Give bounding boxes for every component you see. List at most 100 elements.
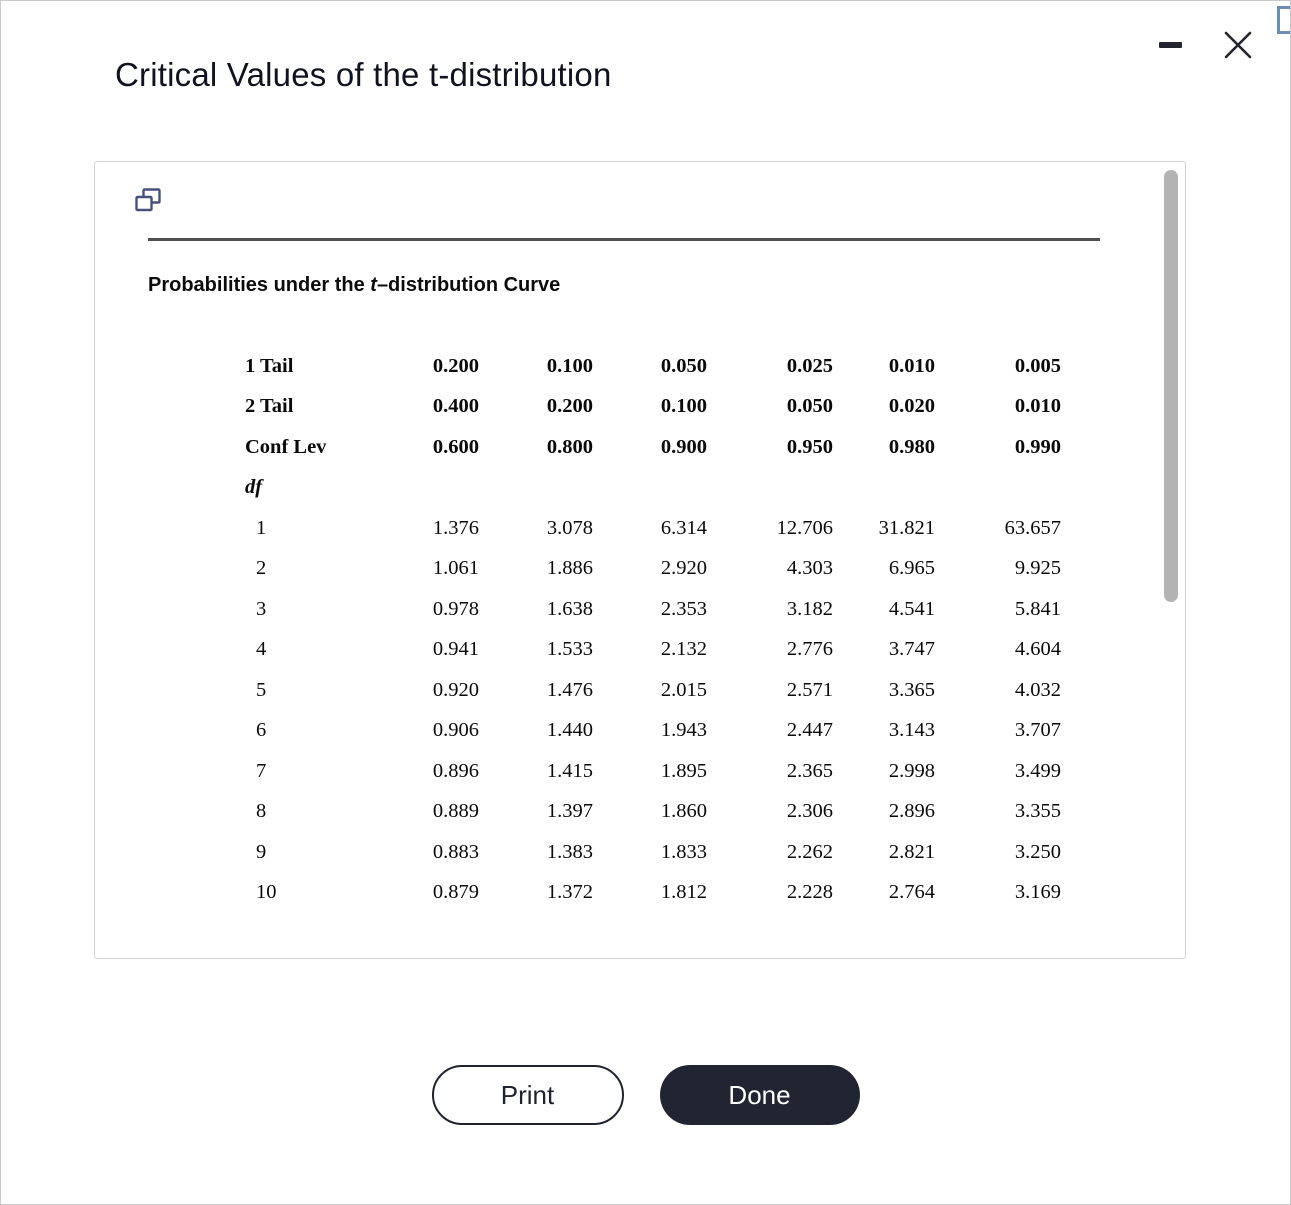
minimize-icon bbox=[1158, 42, 1182, 48]
cell-value: 0.896 bbox=[432, 759, 479, 782]
cell-value: 0.883 bbox=[432, 840, 479, 863]
df-value: 4 bbox=[256, 638, 267, 661]
cell-value: 0.941 bbox=[432, 638, 479, 661]
cell-value: 1.476 bbox=[546, 678, 593, 701]
cell-value: 9.925 bbox=[1014, 557, 1061, 580]
close-button[interactable] bbox=[1220, 25, 1256, 65]
header-value: 0.990 bbox=[1014, 435, 1061, 458]
cell-value: 2.776 bbox=[786, 638, 833, 661]
header-value: 0.020 bbox=[888, 395, 935, 418]
row-label: 1 Tail bbox=[245, 354, 294, 377]
row-label: Conf Lev bbox=[245, 435, 327, 458]
window-controls bbox=[1152, 25, 1256, 65]
empty-cell bbox=[707, 468, 833, 509]
cell-value: 1.372 bbox=[546, 881, 593, 904]
df-value: 6 bbox=[256, 719, 267, 742]
df-value: 5 bbox=[256, 678, 267, 701]
cell-value: 2.920 bbox=[660, 557, 707, 580]
cell-value: 1.860 bbox=[660, 800, 707, 823]
cell-value: 1.415 bbox=[546, 759, 593, 782]
minimize-button[interactable] bbox=[1152, 25, 1188, 65]
cell-value: 2.764 bbox=[888, 881, 935, 904]
empty-cell bbox=[935, 468, 1061, 509]
cell-value: 3.143 bbox=[888, 719, 935, 742]
cell-value: 1.886 bbox=[546, 557, 593, 580]
cell-value: 2.571 bbox=[786, 678, 833, 701]
cell-value: 2.821 bbox=[888, 840, 935, 863]
scrollbar-thumb[interactable] bbox=[1164, 170, 1178, 602]
divider bbox=[148, 238, 1100, 241]
df-value: 3 bbox=[256, 597, 267, 620]
header-value: 0.100 bbox=[660, 395, 707, 418]
table-row: 1 1.376 3.078 6.314 12.706 31.821 63.657 bbox=[245, 508, 1061, 549]
cell-value: 0.906 bbox=[432, 719, 479, 742]
cell-value: 1.943 bbox=[660, 719, 707, 742]
table-heading-italic-t: t bbox=[370, 274, 377, 296]
table-row: 7 0.896 1.415 1.895 2.365 2.998 3.499 bbox=[245, 751, 1061, 792]
table-heading: Probabilities under the t–distribution C… bbox=[148, 274, 560, 297]
cell-value: 4.032 bbox=[1014, 678, 1061, 701]
df-value: 8 bbox=[256, 800, 267, 823]
offscreen-window-fragment bbox=[1277, 6, 1290, 34]
t-table-body: 1 Tail 0.200 0.100 0.050 0.025 0.010 0.005 2 Ta… bbox=[245, 346, 1061, 913]
cell-value: 0.920 bbox=[432, 678, 479, 701]
cell-value: 2.896 bbox=[888, 800, 935, 823]
df-value: 10 bbox=[256, 881, 277, 904]
cell-value: 1.812 bbox=[660, 881, 707, 904]
cell-value: 12.706 bbox=[776, 516, 833, 539]
cell-value: 6.965 bbox=[888, 557, 935, 580]
empty-cell bbox=[375, 468, 479, 509]
cell-value: 1.833 bbox=[660, 840, 707, 863]
cell-value: 3.169 bbox=[1014, 881, 1061, 904]
header-value: 0.980 bbox=[888, 435, 935, 458]
done-button[interactable]: Done bbox=[659, 1065, 860, 1125]
cell-value: 1.440 bbox=[546, 719, 593, 742]
cell-value: 2.015 bbox=[660, 678, 707, 701]
table-header-row: 1 Tail 0.200 0.100 0.050 0.025 0.010 0.005 bbox=[245, 346, 1061, 387]
header-value: 0.900 bbox=[660, 435, 707, 458]
empty-cell bbox=[593, 468, 707, 509]
table-header-row: 2 Tail 0.400 0.200 0.100 0.050 0.020 0.010 bbox=[245, 387, 1061, 428]
cell-value: 3.355 bbox=[1014, 800, 1061, 823]
popout-button[interactable] bbox=[135, 188, 163, 214]
close-icon bbox=[1224, 31, 1252, 59]
cell-value: 1.376 bbox=[432, 516, 479, 539]
cell-value: 1.397 bbox=[546, 800, 593, 823]
table-header-row: Conf Lev 0.600 0.800 0.900 0.950 0.980 0.990 bbox=[245, 427, 1061, 468]
cell-value: 1.895 bbox=[660, 759, 707, 782]
header-value: 0.100 bbox=[546, 354, 593, 377]
header-value: 0.025 bbox=[786, 354, 833, 377]
cell-value: 0.879 bbox=[432, 881, 479, 904]
footer: Print Done bbox=[1, 1065, 1290, 1125]
header-value: 0.200 bbox=[432, 354, 479, 377]
table-heading-suffix: –distribution Curve bbox=[376, 274, 561, 296]
cell-value: 2.262 bbox=[786, 840, 833, 863]
cell-value: 1.638 bbox=[546, 597, 593, 620]
cell-value: 4.541 bbox=[888, 597, 935, 620]
cell-value: 3.182 bbox=[786, 597, 833, 620]
print-button[interactable]: Print bbox=[431, 1065, 624, 1125]
page-title: Critical Values of the t-distribution bbox=[115, 56, 612, 93]
table-row: 10 0.879 1.372 1.812 2.228 2.764 3.169 bbox=[245, 873, 1061, 914]
table-row: 3 0.978 1.638 2.353 3.182 4.541 5.841 bbox=[245, 589, 1061, 630]
df-value: 7 bbox=[256, 759, 267, 782]
cell-value: 3.078 bbox=[546, 516, 593, 539]
header-value: 0.800 bbox=[546, 435, 593, 458]
cell-value: 4.604 bbox=[1014, 638, 1061, 661]
cell-value: 2.365 bbox=[786, 759, 833, 782]
header-value: 0.050 bbox=[660, 354, 707, 377]
cell-value: 2.998 bbox=[888, 759, 935, 782]
header-value: 0.050 bbox=[786, 395, 833, 418]
header-value: 0.950 bbox=[786, 435, 833, 458]
df-label-row: df bbox=[245, 468, 1061, 509]
table-row: 5 0.920 1.476 2.015 2.571 3.365 4.032 bbox=[245, 670, 1061, 711]
cell-value: 63.657 bbox=[1004, 516, 1061, 539]
cell-value: 2.306 bbox=[786, 800, 833, 823]
cell-value: 6.314 bbox=[660, 516, 707, 539]
df-value: 1 bbox=[256, 516, 267, 539]
cell-value: 3.499 bbox=[1014, 759, 1061, 782]
empty-cell bbox=[833, 468, 935, 509]
table-heading-prefix: Probabilities under the bbox=[148, 274, 371, 296]
table-row: 4 0.941 1.533 2.132 2.776 3.747 4.604 bbox=[245, 630, 1061, 671]
